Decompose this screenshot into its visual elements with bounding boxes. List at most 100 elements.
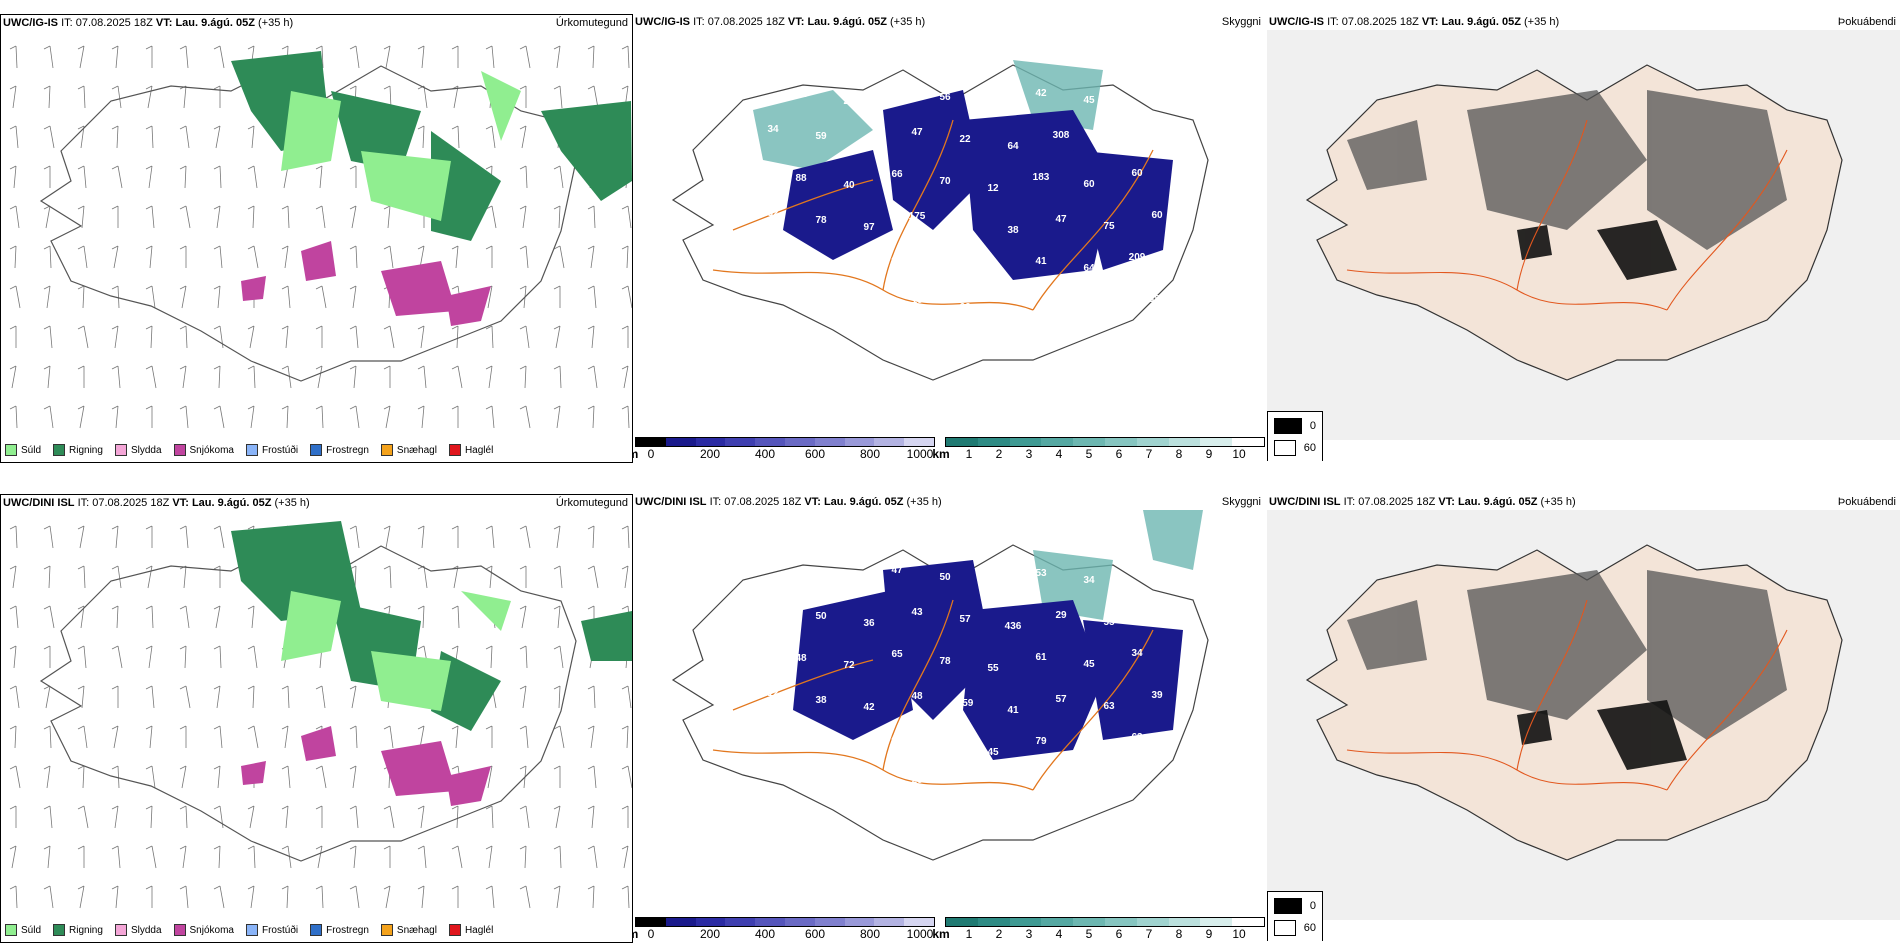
- wind-barb-tick: [213, 285, 221, 290]
- wind-barb-tick: [213, 565, 221, 570]
- wind-barb: [524, 845, 527, 869]
- wind-barb-tick: [145, 405, 153, 410]
- wind-barb-tick: [9, 725, 17, 730]
- wind-barb-tick: [315, 45, 323, 50]
- wind-barb-tick: [621, 685, 629, 690]
- wind-barb-tick: [77, 205, 85, 210]
- visibility-value-label: 436: [1005, 621, 1022, 632]
- wind-barb: [317, 845, 323, 869]
- legend-swatch: [245, 444, 258, 456]
- wind-barb-tick: [315, 885, 323, 890]
- wind-barb: [420, 325, 425, 349]
- wind-barb-tick: [43, 125, 51, 130]
- wind-barb-tick: [145, 885, 153, 890]
- ceiling-scale: m 0 200 400 600 800 1000: [633, 437, 935, 461]
- wind-barb-tick: [417, 525, 425, 530]
- legend-swatch: [173, 924, 186, 936]
- visibility-value-label: 308: [1053, 130, 1070, 141]
- map-header: UWC/IG-IS IT: 07.08.2025 18Z VT: Lau. 9.…: [3, 17, 294, 29]
- wind-barb: [627, 525, 630, 549]
- visibility-value-label: 47: [795, 737, 807, 748]
- wind-barb-tick: [621, 885, 629, 890]
- wind-barb-tick: [77, 885, 85, 890]
- wind-barb-tick: [587, 365, 595, 370]
- wind-barb-tick: [77, 165, 85, 170]
- wind-barb: [353, 365, 357, 389]
- wind-barb: [185, 525, 189, 549]
- legend-swatch: [53, 444, 66, 456]
- visibility-value-label: 72: [843, 660, 855, 671]
- wind-barb: [217, 765, 221, 789]
- visibility-value-label: 36: [939, 740, 951, 751]
- tick-label: 200: [699, 447, 721, 461]
- wind-barb-tick: [111, 205, 119, 210]
- wind-barb: [117, 165, 123, 189]
- wind-barb: [12, 85, 17, 109]
- wind-barb-tick: [519, 45, 527, 50]
- legend-item: Frostúði: [245, 924, 298, 936]
- wind-barb: [46, 285, 51, 309]
- wind-barb-tick: [77, 365, 85, 370]
- wind-barb: [593, 285, 597, 309]
- wind-barb-tick: [77, 685, 85, 690]
- legend-item: Slydda: [114, 444, 162, 456]
- wind-barb-tick: [213, 125, 221, 130]
- wind-barb: [79, 45, 85, 69]
- wind-barb: [285, 325, 289, 349]
- wind-barb: [626, 245, 629, 269]
- wind-barb: [421, 405, 425, 429]
- wind-barb-tick: [315, 285, 323, 290]
- wind-barb-tick: [519, 285, 527, 290]
- wind-barb-tick: [349, 725, 357, 730]
- wind-barb: [48, 85, 51, 109]
- wind-barb: [423, 85, 428, 109]
- map-title: Úrkomutegund: [555, 17, 628, 29]
- tick-label: 10: [1232, 927, 1246, 941]
- ceiling-colorbar: [635, 437, 935, 447]
- legend-item: Frostregn: [310, 924, 369, 936]
- visibility-map: 102 52 42 47 50 67 53 34 41 54 50 36 43 57 436 29 55 49 52…: [671, 510, 1209, 861]
- wind-barb-tick: [9, 885, 17, 890]
- wind-barb-tick: [553, 365, 561, 370]
- wind-barb-tick: [349, 685, 357, 690]
- legend-item: 0: [1274, 418, 1316, 434]
- wind-barb: [524, 365, 527, 389]
- wind-barb-tick: [553, 645, 561, 650]
- visibility-value-label: 79: [1035, 736, 1047, 747]
- wind-barb-tick: [9, 245, 17, 250]
- visibility-value-label: 40: [767, 772, 779, 783]
- wind-barb: [117, 85, 122, 109]
- wind-barb-tick: [349, 165, 357, 170]
- wind-barb: [81, 685, 85, 709]
- wind-barb-tick: [281, 285, 289, 290]
- wind-barb-tick: [145, 285, 153, 290]
- visibility-value-label: 60: [1151, 210, 1163, 221]
- wind-barb-tick: [349, 325, 357, 330]
- wind-barb: [559, 85, 563, 109]
- wind-barb: [151, 685, 155, 709]
- wind-barb: [457, 845, 463, 869]
- tick-label: 400: [754, 447, 776, 461]
- wind-barb-tick: [213, 525, 221, 530]
- wind-barb: [491, 325, 494, 349]
- visibility-value-label: 47: [987, 267, 999, 278]
- wind-barb-tick: [111, 365, 119, 370]
- map-title: Skyggni: [1221, 496, 1261, 508]
- wind-barb-tick: [383, 845, 391, 850]
- wind-barb-tick: [553, 685, 561, 690]
- legend-swatch: [448, 924, 461, 936]
- wind-barb: [355, 245, 358, 269]
- wind-barb-tick: [519, 165, 527, 170]
- visibility-value-label: 48: [795, 653, 807, 664]
- visibility-colorbar: [945, 917, 1265, 927]
- wind-barb-tick: [111, 845, 119, 850]
- wind-barb: [355, 725, 358, 749]
- wind-barb-tick: [621, 765, 629, 770]
- wind-barb-tick: [77, 245, 85, 250]
- wind-barb: [81, 205, 85, 229]
- wind-barb: [525, 725, 529, 749]
- wind-barb: [352, 285, 357, 309]
- visibility-ticks: km 1 2 3 4 5 6 7 8 9 10: [932, 927, 1265, 941]
- wind-barb-tick: [247, 725, 255, 730]
- wind-barb-tick: [383, 565, 391, 570]
